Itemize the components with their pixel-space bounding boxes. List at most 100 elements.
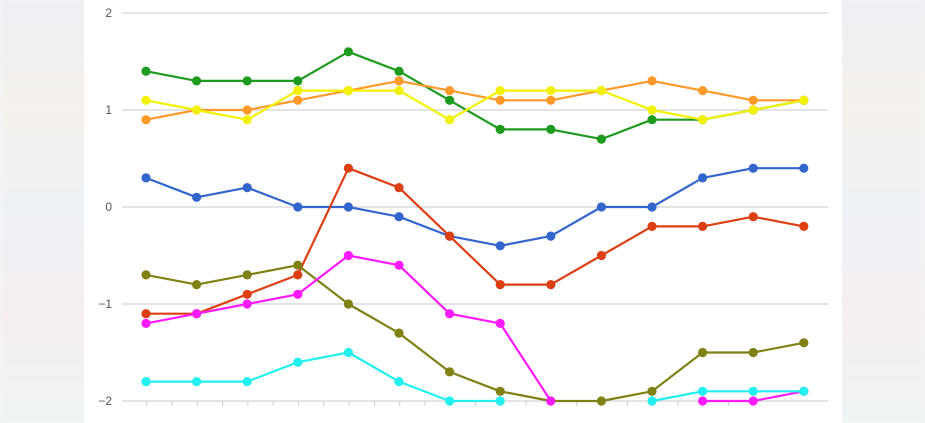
data-point[interactable] <box>748 95 758 105</box>
data-point[interactable] <box>799 163 809 173</box>
data-point[interactable] <box>748 105 758 115</box>
data-point[interactable] <box>698 115 708 125</box>
series-group <box>141 47 809 406</box>
data-point[interactable] <box>293 260 303 270</box>
data-point[interactable] <box>343 163 353 173</box>
data-point[interactable] <box>445 367 455 377</box>
data-point[interactable] <box>698 86 708 96</box>
data-point[interactable] <box>495 396 505 406</box>
data-point[interactable] <box>343 47 353 57</box>
data-point[interactable] <box>647 115 657 125</box>
data-point[interactable] <box>698 347 708 358</box>
data-point[interactable] <box>293 76 303 86</box>
data-point[interactable] <box>445 231 455 241</box>
data-point[interactable] <box>394 183 404 193</box>
data-point[interactable] <box>394 260 404 270</box>
data-point[interactable] <box>242 270 252 280</box>
data-point[interactable] <box>141 115 151 125</box>
data-point[interactable] <box>495 95 505 105</box>
data-point[interactable] <box>141 377 151 387</box>
data-point[interactable] <box>192 192 202 202</box>
data-point[interactable] <box>394 86 404 96</box>
data-point[interactable] <box>343 299 353 309</box>
data-point[interactable] <box>596 134 607 144</box>
series-8 <box>141 347 809 406</box>
data-point[interactable] <box>293 289 303 299</box>
data-point[interactable] <box>495 280 505 290</box>
data-point[interactable] <box>546 280 556 290</box>
data-point[interactable] <box>495 386 505 396</box>
data-point[interactable] <box>596 202 607 212</box>
data-point[interactable] <box>546 231 556 241</box>
data-point[interactable] <box>495 86 505 96</box>
data-point[interactable] <box>192 280 202 290</box>
data-point[interactable] <box>192 105 202 115</box>
data-point[interactable] <box>343 250 353 261</box>
data-point[interactable] <box>242 289 252 299</box>
data-point[interactable] <box>242 183 252 193</box>
data-point[interactable] <box>546 95 556 105</box>
chart-panel: 2 1 0 −1 −2 <box>84 0 842 423</box>
data-point[interactable] <box>343 202 353 212</box>
data-point[interactable] <box>748 212 758 222</box>
data-point[interactable] <box>647 386 657 396</box>
data-point[interactable] <box>394 76 404 86</box>
data-point[interactable] <box>293 202 303 212</box>
data-point[interactable] <box>343 347 353 358</box>
data-point[interactable] <box>293 86 303 96</box>
data-point[interactable] <box>495 241 505 251</box>
data-point[interactable] <box>748 347 758 358</box>
data-point[interactable] <box>647 396 657 406</box>
data-point[interactable] <box>546 124 556 134</box>
data-point[interactable] <box>242 299 252 309</box>
data-point[interactable] <box>799 95 809 105</box>
data-point[interactable] <box>748 396 758 406</box>
data-point[interactable] <box>647 105 657 115</box>
data-point[interactable] <box>394 377 404 387</box>
data-point[interactable] <box>141 309 151 319</box>
data-point[interactable] <box>192 309 202 319</box>
data-point[interactable] <box>647 76 657 86</box>
data-point[interactable] <box>141 318 151 328</box>
data-point[interactable] <box>647 221 657 231</box>
data-point[interactable] <box>141 95 151 105</box>
data-point[interactable] <box>242 105 252 115</box>
data-point[interactable] <box>698 386 708 396</box>
data-point[interactable] <box>445 86 455 96</box>
data-point[interactable] <box>343 86 353 96</box>
data-point[interactable] <box>799 338 809 348</box>
data-point[interactable] <box>799 386 809 396</box>
data-point[interactable] <box>596 250 607 261</box>
data-point[interactable] <box>242 76 252 86</box>
data-point[interactable] <box>394 66 404 76</box>
data-point[interactable] <box>495 318 505 328</box>
data-point[interactable] <box>495 124 505 134</box>
data-point[interactable] <box>293 95 303 105</box>
data-point[interactable] <box>698 221 708 231</box>
data-point[interactable] <box>141 270 151 280</box>
data-point[interactable] <box>748 163 758 173</box>
data-point[interactable] <box>445 309 455 319</box>
data-point[interactable] <box>546 396 556 406</box>
data-point[interactable] <box>698 173 708 183</box>
data-point[interactable] <box>242 377 252 387</box>
data-point[interactable] <box>445 396 455 406</box>
data-point[interactable] <box>445 115 455 125</box>
data-point[interactable] <box>242 115 252 125</box>
data-point[interactable] <box>748 386 758 396</box>
data-point[interactable] <box>192 377 202 387</box>
data-point[interactable] <box>293 357 303 367</box>
data-point[interactable] <box>799 221 809 231</box>
data-point[interactable] <box>647 202 657 212</box>
data-point[interactable] <box>596 396 607 406</box>
data-point[interactable] <box>445 95 455 105</box>
data-point[interactable] <box>394 328 404 338</box>
data-point[interactable] <box>596 86 607 96</box>
data-point[interactable] <box>192 76 202 86</box>
data-point[interactable] <box>698 396 708 406</box>
data-point[interactable] <box>141 66 151 76</box>
data-point[interactable] <box>293 270 303 280</box>
data-point[interactable] <box>141 173 151 183</box>
data-point[interactable] <box>394 212 404 222</box>
data-point[interactable] <box>546 86 556 96</box>
